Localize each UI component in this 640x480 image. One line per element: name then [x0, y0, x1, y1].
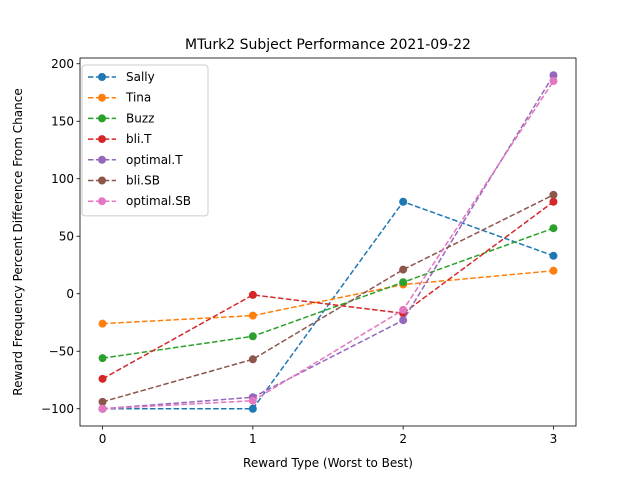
series-buzz [98, 224, 558, 363]
plot-frame [79, 57, 577, 427]
legend-label: optimal.SB [126, 194, 191, 208]
legend-item: Buzz [88, 111, 154, 125]
legend-marker [98, 155, 106, 164]
legend-label: Sally [126, 70, 155, 84]
legend-item: Tina [88, 91, 151, 105]
legend-marker [98, 73, 106, 81]
data-point-sally [549, 251, 558, 260]
plot-lines [98, 71, 558, 413]
series-line-sally [102, 200, 554, 410]
data-point-bli-sb [98, 397, 107, 406]
legend-label: Buzz [126, 111, 154, 125]
legend-marker [98, 93, 106, 102]
series-line-buzz [102, 227, 554, 359]
x-axis-label: Reward Type (Worst to Best) [243, 456, 413, 470]
series-line-bli-sb [102, 194, 554, 403]
x-tick-label: 1 [249, 432, 257, 446]
legend-label: optimal.T [126, 153, 183, 167]
data-point-bli-t [98, 374, 107, 383]
data-point-bli-sb [549, 190, 558, 199]
data-point-tina [549, 266, 558, 275]
legend-label: bli.T [126, 132, 152, 146]
series-optimal-sb [98, 77, 558, 413]
data-point-tina [98, 319, 107, 328]
legend-box [81, 64, 209, 217]
series-line-tina [102, 270, 554, 325]
data-point-tina [248, 311, 257, 320]
data-point-optimal-sb [98, 404, 107, 413]
x-tick-label: 0 [99, 432, 107, 446]
legend-item: Sally [88, 70, 155, 84]
y-tick-label: 150 [51, 114, 74, 128]
legend-marker [98, 114, 106, 123]
data-point-optimal-t [549, 71, 558, 80]
legend-item: optimal.SB [88, 194, 191, 208]
data-point-bli-t [248, 290, 257, 299]
series-line-bli-t [102, 201, 554, 380]
data-point-buzz [549, 224, 558, 233]
data-point-sally [399, 197, 408, 206]
series-line-optimal-t [102, 74, 555, 410]
series-line-optimal-sb [102, 80, 555, 410]
legend-label: Tina [125, 91, 151, 105]
legend-item: bli.T [88, 132, 152, 146]
series-tina [98, 266, 558, 328]
y-tick-label: −100 [41, 402, 74, 416]
data-point-buzz [248, 332, 257, 341]
legend-marker [98, 197, 106, 206]
x-tick-label: 2 [399, 432, 407, 446]
legend-label: bli.SB [126, 174, 160, 188]
series-bli-sb [98, 190, 558, 406]
y-tick-label: 100 [51, 172, 74, 186]
data-point-bli-sb [248, 355, 257, 364]
y-axis-label: Reward Frequency Percent Difference From… [11, 88, 25, 395]
series-sally [98, 197, 558, 413]
y-tick-label: 0 [66, 287, 74, 301]
data-point-sally [248, 404, 257, 413]
data-point-bli-sb [399, 265, 408, 274]
data-point-optimal-t [399, 316, 408, 325]
legend-marker [98, 135, 106, 144]
legend-item: bli.SB [88, 174, 160, 188]
data-point-buzz [399, 278, 408, 287]
data-point-optimal-sb [399, 305, 408, 314]
x-axis: 0 1 2 3 [99, 426, 558, 446]
y-axis: −100 −50 0 50 100 150 200 [41, 57, 80, 416]
data-point-buzz [98, 354, 107, 363]
data-point-bli-t [549, 197, 558, 206]
legend-item: optimal.T [88, 153, 183, 167]
legend: Sally Tina Buzz bli.T optimal.T bli.SB optimal… [81, 64, 209, 217]
data-point-optimal-sb [248, 396, 257, 405]
x-tick-label: 3 [550, 432, 558, 446]
y-tick-label: 50 [59, 229, 74, 243]
legend-marker [98, 176, 106, 185]
data-point-optimal-sb [549, 77, 558, 85]
y-tick-label: −50 [49, 344, 74, 358]
chart-title: MTurk2 Subject Performance 2021-09-22 [185, 37, 471, 53]
y-tick-label: 200 [51, 57, 74, 71]
